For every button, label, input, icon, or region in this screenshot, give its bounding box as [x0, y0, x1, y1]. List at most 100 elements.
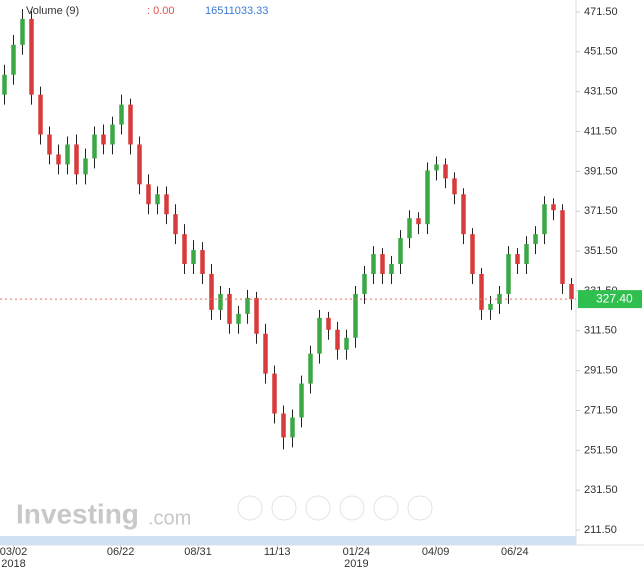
- candle-body: [317, 317, 322, 354]
- candle-body: [299, 383, 304, 418]
- candle-body: [470, 234, 475, 274]
- candle-body: [551, 204, 556, 211]
- x-tick-label: 11/13: [264, 546, 291, 558]
- candle-body: [56, 154, 61, 165]
- indicator-value: : 0.00: [147, 5, 175, 17]
- x-tick-label: 06/22: [107, 546, 135, 558]
- x-tick-label: 03/02: [0, 546, 27, 558]
- year-label: 2019: [344, 558, 368, 570]
- candle-body: [362, 273, 367, 294]
- indicator-name: Volume (9): [26, 5, 79, 17]
- candle-body: [425, 170, 430, 225]
- control[interactable]: [339, 495, 365, 521]
- candle-body: [290, 417, 295, 438]
- y-tick-label: 451.50: [584, 46, 618, 58]
- candle-body: [443, 164, 448, 179]
- candle-body: [434, 164, 439, 171]
- candle-body: [29, 18, 34, 95]
- control[interactable]: [407, 495, 433, 521]
- candle-body: [569, 283, 574, 300]
- control[interactable]: [237, 495, 263, 521]
- y-tick-label: 291.50: [584, 365, 618, 377]
- candle-body: [398, 238, 403, 265]
- y-tick-label: 391.50: [584, 165, 618, 177]
- candle-body: [182, 234, 187, 265]
- watermark-brand: Investing: [16, 498, 139, 529]
- candle-body: [146, 184, 151, 205]
- candle-body: [272, 373, 277, 414]
- candle-body: [497, 293, 502, 304]
- year-label: 2018: [1, 558, 25, 570]
- candle-body: [380, 254, 385, 274]
- last-price-label: 327.40: [596, 291, 633, 305]
- candle-body: [38, 94, 43, 135]
- control[interactable]: [271, 495, 297, 521]
- watermark-suffix: .com: [148, 507, 191, 529]
- candle-body: [2, 74, 7, 95]
- candle-body: [101, 134, 106, 145]
- candle-body: [227, 293, 232, 324]
- candle-body: [263, 333, 268, 374]
- candle-body: [524, 244, 529, 265]
- y-tick-label: 431.50: [584, 86, 618, 98]
- candle-body: [218, 293, 223, 310]
- candle-body: [245, 297, 250, 314]
- control[interactable]: [305, 495, 331, 521]
- y-tick-label: 471.50: [584, 6, 618, 18]
- candle-body: [191, 250, 196, 265]
- candle-body: [407, 218, 412, 239]
- candle-body: [308, 353, 313, 384]
- candle-body: [155, 194, 160, 205]
- y-tick-label: 351.50: [584, 245, 618, 257]
- candle-body: [173, 214, 178, 235]
- candle-body: [389, 264, 394, 274]
- control[interactable]: [373, 495, 399, 521]
- last-price-box: [578, 290, 642, 309]
- candle-body: [479, 273, 484, 310]
- candle-body: [353, 293, 358, 338]
- x-tick-label: 04/09: [422, 546, 450, 558]
- candle-body: [515, 254, 520, 265]
- candle-body: [65, 144, 70, 165]
- x-tick-label: 06/24: [501, 546, 529, 558]
- y-tick-label: 211.50: [584, 524, 617, 536]
- candle-body: [92, 134, 97, 159]
- zoom-controls: [237, 495, 433, 521]
- candle-body: [344, 337, 349, 350]
- candle-body: [560, 210, 565, 284]
- x-tick-label: 08/31: [184, 546, 212, 558]
- volume-value: 16511033.33: [205, 5, 268, 17]
- candle-body: [236, 313, 241, 324]
- y-tick-label: 311.50: [584, 325, 617, 337]
- candle-body: [281, 413, 286, 438]
- candle-body: [335, 329, 340, 350]
- candle-body: [164, 194, 169, 215]
- candle-body: [533, 234, 538, 245]
- candle-body: [110, 124, 115, 145]
- candle-body: [137, 144, 142, 185]
- y-tick-label: 371.50: [584, 205, 618, 217]
- candle-body: [461, 194, 466, 235]
- candle-body: [119, 104, 124, 125]
- candle-body: [128, 104, 133, 145]
- candle-body: [200, 250, 205, 274]
- candle-body: [74, 144, 79, 175]
- y-tick-label: 271.50: [584, 404, 618, 416]
- candle-body: [488, 303, 493, 310]
- candle-body: [542, 204, 547, 235]
- candle-body: [83, 158, 88, 175]
- candle-body: [326, 317, 331, 330]
- candle-body: [371, 254, 376, 274]
- candle-body: [47, 134, 52, 155]
- x-tick-label: 01/24: [343, 546, 371, 558]
- candle-body: [11, 44, 16, 75]
- candle-body: [20, 18, 25, 45]
- candle-body: [416, 218, 421, 225]
- volume-strip: [0, 536, 576, 545]
- candle-body: [452, 178, 457, 195]
- candle-body: [209, 273, 214, 310]
- candle-body: [506, 254, 511, 294]
- y-tick-label: 231.50: [584, 484, 618, 496]
